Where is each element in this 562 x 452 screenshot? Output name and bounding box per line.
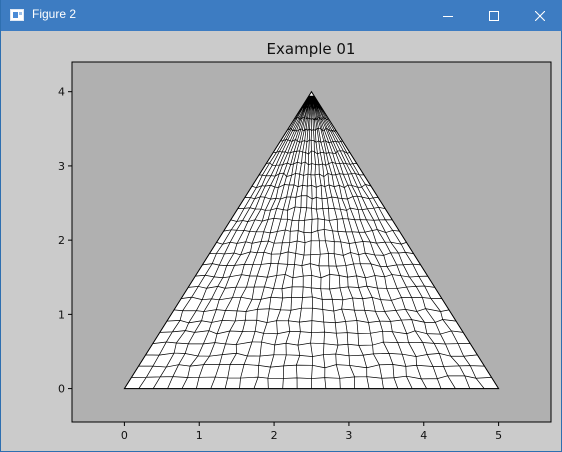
- x-tick-label-0: 0: [121, 429, 128, 442]
- y-tick-label-2: 2: [58, 234, 65, 247]
- window-title: Figure 2: [32, 7, 77, 21]
- y-tick-label-3: 3: [58, 160, 65, 173]
- mesh: [123, 90, 500, 390]
- y-tick-label-0: 0: [58, 383, 65, 396]
- app-icon: [10, 9, 24, 21]
- chart-title: Example 01: [267, 40, 356, 58]
- minimize-icon: [443, 15, 453, 17]
- axis-ticks: 0 1 2 3 4 5 0 1 2 3 4: [58, 86, 502, 442]
- close-button[interactable]: [517, 0, 562, 31]
- x-tick-label-3: 3: [345, 429, 352, 442]
- x-tick-label-2: 2: [271, 429, 278, 442]
- title-bar[interactable]: Figure 2: [1, 0, 562, 31]
- y-tick-label-4: 4: [58, 86, 65, 99]
- x-tick-label-4: 4: [420, 429, 427, 442]
- y-tick-label-1: 1: [58, 308, 65, 321]
- maximize-button[interactable]: [471, 0, 517, 31]
- minimize-button[interactable]: [425, 0, 471, 31]
- close-icon: [535, 10, 545, 21]
- x-tick-label-5: 5: [495, 429, 502, 442]
- x-tick-label-1: 1: [196, 429, 203, 442]
- maximize-icon: [489, 10, 499, 21]
- plot-canvas: Example 01 0 1 2 3 4 5 0 1 2 3 4: [58, 40, 552, 442]
- mesh-cells: [124, 95, 499, 389]
